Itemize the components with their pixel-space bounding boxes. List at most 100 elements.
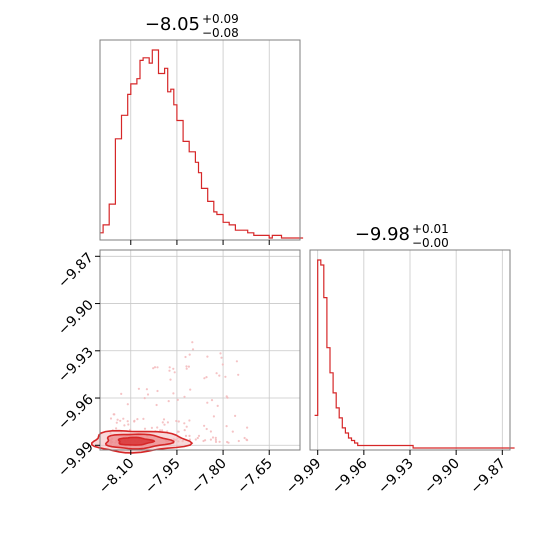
scatter-point [188,438,191,441]
scatter-point [167,400,170,403]
scatter-point [136,418,139,421]
scatter-point [220,356,223,359]
scatter-point [218,374,221,377]
scatter-point [168,366,171,369]
scatter-point [188,353,191,356]
scatter-point [123,424,126,427]
scatter-point [243,436,246,440]
scatter-point [225,395,228,398]
scatter-point [185,425,188,428]
y-tick-label-2: −9.93 [55,344,97,386]
x-tick-label-1: −7.95 [142,456,184,498]
x-tick-label-0: −9.99 [283,456,325,498]
histogram-bottom [314,259,515,449]
contours [91,429,194,454]
scatter-point [188,419,191,422]
scatter-point [172,367,175,370]
scatter-point [122,417,125,420]
scatter-point [224,375,227,378]
x-tick-label-4: −9.87 [467,456,509,498]
xticks-scatter: −8.10 −7.95 −7.80 −7.65 [96,450,276,497]
scatter-point [246,426,249,429]
scatter-point [205,376,208,379]
title-top-minus: −0.08 [202,26,239,40]
scatter-point [137,387,140,390]
scatter-point [214,436,217,439]
scatter-point [150,426,153,429]
scatter-point [209,430,212,433]
scatter-point [142,417,145,420]
panel-scatter: −8.10 −7.95 −7.80 −7.65 −9.87 −9.90 −9.93 −9.9… [55,249,301,497]
scatter-point [210,399,214,402]
scatter-point [215,372,218,375]
scatter-point [143,397,146,400]
y-tick-label-1: −9.90 [55,297,97,339]
x-tick-label-0: −8.10 [96,456,138,498]
grid-top [130,40,270,240]
scatter-point [235,360,238,363]
scatter-point [237,373,240,376]
panel-hist-top: −8.05 +0.09 −0.08 [99,12,304,245]
x-tick-label-2: −9.93 [375,456,417,498]
scatter-point [214,440,218,443]
scatter-point [113,413,116,416]
scatter-point [227,441,230,444]
scatter-point [153,366,157,369]
scatter-point [116,418,119,421]
scatter-point [237,439,240,443]
scatter-point [212,415,215,418]
scatter-point [146,393,150,396]
scatter-point [209,438,212,441]
scatter-point [197,434,201,437]
scatter-point [205,427,208,431]
scatter-point [221,363,224,366]
scatter-point [156,426,159,429]
scatter-point [143,427,147,430]
title-top-plus: +0.09 [202,12,239,26]
scatter-point [156,366,159,369]
scatter-point [161,421,164,424]
scatter-point [133,420,136,423]
scatter-point [176,430,179,433]
scatter-point [115,427,118,430]
scatter-point [185,365,188,368]
scatter-point [202,439,205,443]
histogram-top [100,49,304,239]
x-tick-label-2: −7.80 [188,456,230,498]
scatter-point [216,404,219,407]
scatter-point [175,419,178,423]
scatter-point [145,388,148,391]
scatter-point [127,423,130,426]
scatter-point [225,425,228,428]
scatter-point [184,355,187,359]
scatter-point [161,429,164,432]
scatter-point [219,352,222,355]
scatter-point [188,434,191,437]
y-tick-label-3: −9.96 [55,391,97,433]
scatter-point [126,403,129,406]
scatter-point [191,348,195,351]
scatter-point [211,436,215,439]
x-tick-label-1: −9.96 [329,455,371,497]
scatter-point [183,429,186,432]
frame-top [99,39,301,241]
scatter-points [109,341,249,444]
scatter-point [234,414,237,417]
scatter-point [120,392,123,395]
scatter-point [159,429,162,432]
xticks-bottom: −9.99 −9.96 −9.93 −9.90 −9.87 [283,450,509,497]
y-tick-label-0: −9.87 [55,250,97,292]
scatter-point [163,423,166,426]
scatter-point [169,378,172,381]
title-bottom-main: −9.98 [355,224,410,245]
scatter-point [214,438,217,441]
scatter-point [184,434,188,437]
scatter-point [194,438,197,441]
scatter-point [173,371,176,374]
scatter-point [203,377,206,380]
scatter-point [126,420,129,423]
scatter-point [185,367,188,370]
scatter-point [189,388,192,391]
title-top-main: −8.05 [145,14,200,35]
